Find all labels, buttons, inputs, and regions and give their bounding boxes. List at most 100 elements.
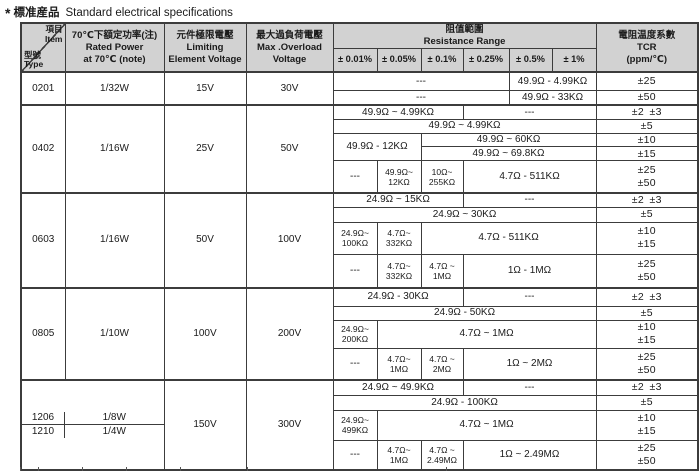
resistance-cell: 24.9Ω~ 499KΩ xyxy=(332,409,378,441)
resistance-cell: --- xyxy=(462,104,597,120)
resistance-cell: 1Ω ~ 2MΩ xyxy=(462,347,597,381)
header-tolerance-005: ± 0.05% xyxy=(376,47,422,73)
resistance-cell: --- xyxy=(332,439,378,471)
resistance-cell: 24.9Ω ~ 15KΩ xyxy=(332,191,464,208)
resistance-cell: --- xyxy=(332,253,378,289)
resistance-cell: --- xyxy=(462,287,597,307)
tcr-cell: ±15 xyxy=(595,146,699,162)
resistance-cell: 4.7Ω - 511KΩ xyxy=(420,221,597,255)
power-cell: 1/16W xyxy=(64,191,165,289)
resistance-cell: 49.9Ω - 33KΩ xyxy=(508,89,597,106)
resistance-cell: 49.9Ω~ 12KΩ xyxy=(376,160,422,194)
tcr-cell: ±10 ±15 xyxy=(595,409,699,441)
table-continuation-stub xyxy=(82,467,83,471)
table-continuation-stub xyxy=(446,467,447,471)
resistance-cell: 49.9Ω ~ 4.99KΩ xyxy=(332,104,464,120)
resistance-cell: 4.7Ω~ 1MΩ xyxy=(376,439,422,471)
overload-voltage-cell: 200V xyxy=(245,287,334,381)
resistance-cell: 4.7Ω ~ 2MΩ xyxy=(420,347,464,381)
resistance-cell: 4.7Ω~ 1MΩ xyxy=(376,347,422,381)
type-cell: 0603 xyxy=(20,191,66,289)
resistance-cell: 24.9Ω~ 100KΩ xyxy=(332,221,378,255)
resistance-cell: --- xyxy=(332,160,378,194)
resistance-cell: 24.9Ω ~ 49.9KΩ xyxy=(332,379,464,396)
tcr-cell: ±25 ±50 xyxy=(595,160,699,194)
tcr-cell: ±2 ±3 xyxy=(595,104,699,120)
header-item-label: 項目 Item xyxy=(45,24,63,44)
resistance-cell: 49.9Ω ~ 4.99KΩ xyxy=(332,118,597,134)
table-continuation-stub xyxy=(20,467,21,471)
resistance-cell: 49.9Ω - 12KΩ xyxy=(332,132,422,162)
tcr-cell: ±25 xyxy=(595,71,699,91)
overload-voltage-cell: 100V xyxy=(245,191,334,289)
power-cell: 1/4W xyxy=(102,425,126,437)
resistance-cell: --- xyxy=(462,191,597,208)
resistance-cell: 24.9Ω ~ 30KΩ xyxy=(332,206,597,223)
overload-voltage-cell: 50V xyxy=(245,104,334,194)
resistance-cell: 49.9Ω ~ 69.8KΩ xyxy=(420,146,597,162)
tcr-cell: ±2 ±3 xyxy=(595,379,699,396)
resistance-cell: --- xyxy=(332,347,378,381)
tcr-cell: ±2 ±3 xyxy=(595,287,699,307)
table-continuation-stub xyxy=(38,467,39,471)
resistance-cell: 4.7Ω - 511KΩ xyxy=(462,160,597,194)
type-cell: 0201 xyxy=(20,71,66,106)
resistance-cell: 4.7Ω~ 332KΩ xyxy=(376,253,422,289)
tcr-cell: ±5 xyxy=(595,305,699,321)
header-tolerance-1: ± 1% xyxy=(551,47,597,73)
limiting-voltage-cell: 150V xyxy=(163,379,247,471)
type-cell: 0402 xyxy=(20,104,66,194)
power-cell: 1/32W xyxy=(64,71,165,106)
header-rated-power: 70℃下額定功率(注) Rated Power at 70℃ (note) xyxy=(64,22,165,73)
page-title-en: Standard electrical specifications xyxy=(65,7,233,19)
resistance-cell: 4.7Ω ~ 1MΩ xyxy=(376,409,597,441)
tcr-cell: ±5 xyxy=(595,206,699,223)
overload-voltage-cell: 30V xyxy=(245,71,334,106)
limiting-voltage-cell: 100V xyxy=(163,287,247,381)
tcr-cell: ±10 ±15 xyxy=(595,319,699,349)
page-title-cjk: 標准産品 xyxy=(13,7,60,19)
limiting-voltage-cell: 25V xyxy=(163,104,247,194)
tcr-cell: ±2 ±3 xyxy=(595,191,699,208)
table-continuation-stubs xyxy=(0,467,699,471)
resistance-cell: --- xyxy=(462,379,597,396)
power-cell: 1/8W xyxy=(65,412,163,426)
resistance-cell: 4.7Ω~ 332KΩ xyxy=(376,221,422,255)
type-cell: 1206 xyxy=(22,412,65,426)
type-cell: 1210 xyxy=(22,425,65,439)
asterisk-marker: * xyxy=(5,5,11,21)
tcr-cell: ±10 ±15 xyxy=(595,221,699,255)
resistance-cell: 24.9Ω~ 200KΩ xyxy=(332,319,378,349)
tcr-cell: ±5 xyxy=(595,118,699,134)
spec-table: 項目 Item 型號 Type 70℃下額定功率(注) Rated Power … xyxy=(20,22,699,471)
tcr-cell: ±25 ±50 xyxy=(595,253,699,289)
resistance-cell: 24.9Ω - 100KΩ xyxy=(332,394,597,411)
table-continuation-stub xyxy=(247,467,248,471)
table-continuation-stub xyxy=(126,467,127,471)
type-cell: 0805 xyxy=(20,287,66,381)
page-title: * 標准産品 Standard electrical specifications xyxy=(5,3,233,21)
header-tolerance-05: ± 0.5% xyxy=(508,47,553,73)
resistance-cell: 4.7Ω ~ 1MΩ xyxy=(376,319,597,349)
resistance-cell: 1Ω - 1MΩ xyxy=(462,253,597,289)
resistance-cell: --- xyxy=(332,89,510,106)
resistance-cell: 49.9Ω ~ 60KΩ xyxy=(420,132,597,148)
resistance-cell: 24.9Ω - 50KΩ xyxy=(332,305,597,321)
table-continuation-stub xyxy=(180,467,181,471)
limiting-voltage-cell: 50V xyxy=(163,191,247,289)
resistance-cell: 49.9Ω - 4.99KΩ xyxy=(508,71,597,91)
tcr-cell: ±50 xyxy=(595,89,699,106)
tcr-cell: ±25 ±50 xyxy=(595,439,699,471)
limiting-voltage-cell: 15V xyxy=(163,71,247,106)
header-limiting-voltage: 元件極限電壓 Limiting Element Voltage xyxy=(163,22,247,73)
power-cell: 1/10W xyxy=(64,287,165,381)
resistance-cell: 4.7Ω ~ 1MΩ xyxy=(420,253,464,289)
header-tolerance-025: ± 0.25% xyxy=(462,47,510,73)
header-resistance-range: 阻值範圍 Resistance Range xyxy=(332,22,597,49)
overload-voltage-cell: 300V xyxy=(245,379,334,471)
header-type-label: 型號 Type xyxy=(24,49,44,70)
header-max-overload: 最大過負荷電壓 Max .Overload Voltage xyxy=(245,22,334,73)
tcr-cell: ±5 xyxy=(595,394,699,411)
resistance-cell: --- xyxy=(332,71,510,91)
